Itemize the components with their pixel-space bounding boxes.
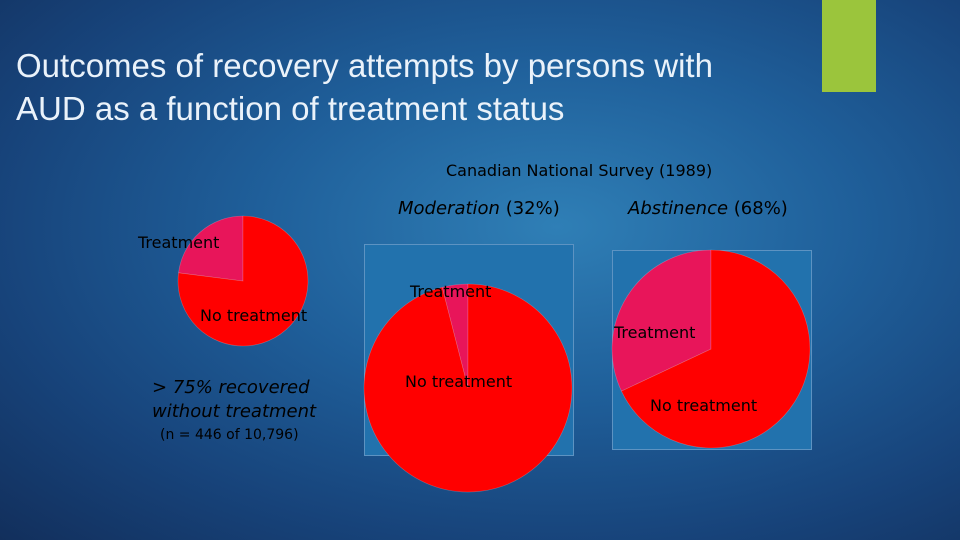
moderation-pie-chart	[363, 283, 573, 493]
survey-subtitle: Canadian National Survey (1989)	[446, 161, 713, 180]
overall-treatment-label: Treatment	[138, 233, 220, 252]
sample-size-note: (n = 446 of 10,796)	[160, 427, 299, 443]
abstinence-treatment-label: Treatment	[614, 323, 696, 342]
overall-no-treatment-label: No treatment	[200, 306, 308, 325]
abstinence-pct: (68%)	[733, 198, 788, 219]
treatment-slice	[611, 249, 712, 392]
treatment-slice	[441, 283, 469, 389]
abstinence-label: Abstinence (68%)	[628, 198, 788, 219]
recovered-line-1: > 75% recovered	[152, 377, 310, 398]
treatment-slice	[178, 215, 244, 282]
no-treatment-slice	[177, 215, 309, 347]
title-line-1: Outcomes of recovery attempts by persons…	[16, 47, 713, 84]
moderation-name: Moderation	[398, 198, 500, 219]
abstinence-no-treatment-label: No treatment	[650, 396, 758, 415]
no-treatment-slice	[621, 249, 811, 449]
moderation-pct: (32%)	[505, 198, 560, 219]
slide-title: Outcomes of recovery attempts by persons…	[16, 44, 816, 130]
recovered-note: > 75% recovered without treatment	[152, 376, 316, 424]
recovered-line-2: without treatment	[152, 401, 317, 422]
title-line-2: AUD as a function of treatment status	[16, 90, 565, 127]
overall-pie-chart	[177, 215, 309, 347]
abstinence-pie-chart	[611, 249, 811, 449]
no-treatment-slice	[363, 283, 573, 493]
abstinence-name: Abstinence	[628, 198, 729, 219]
accent-bar	[822, 0, 876, 92]
moderation-treatment-label: Treatment	[410, 282, 492, 301]
moderation-no-treatment-label: No treatment	[405, 372, 513, 391]
moderation-label: Moderation (32%)	[398, 198, 560, 219]
